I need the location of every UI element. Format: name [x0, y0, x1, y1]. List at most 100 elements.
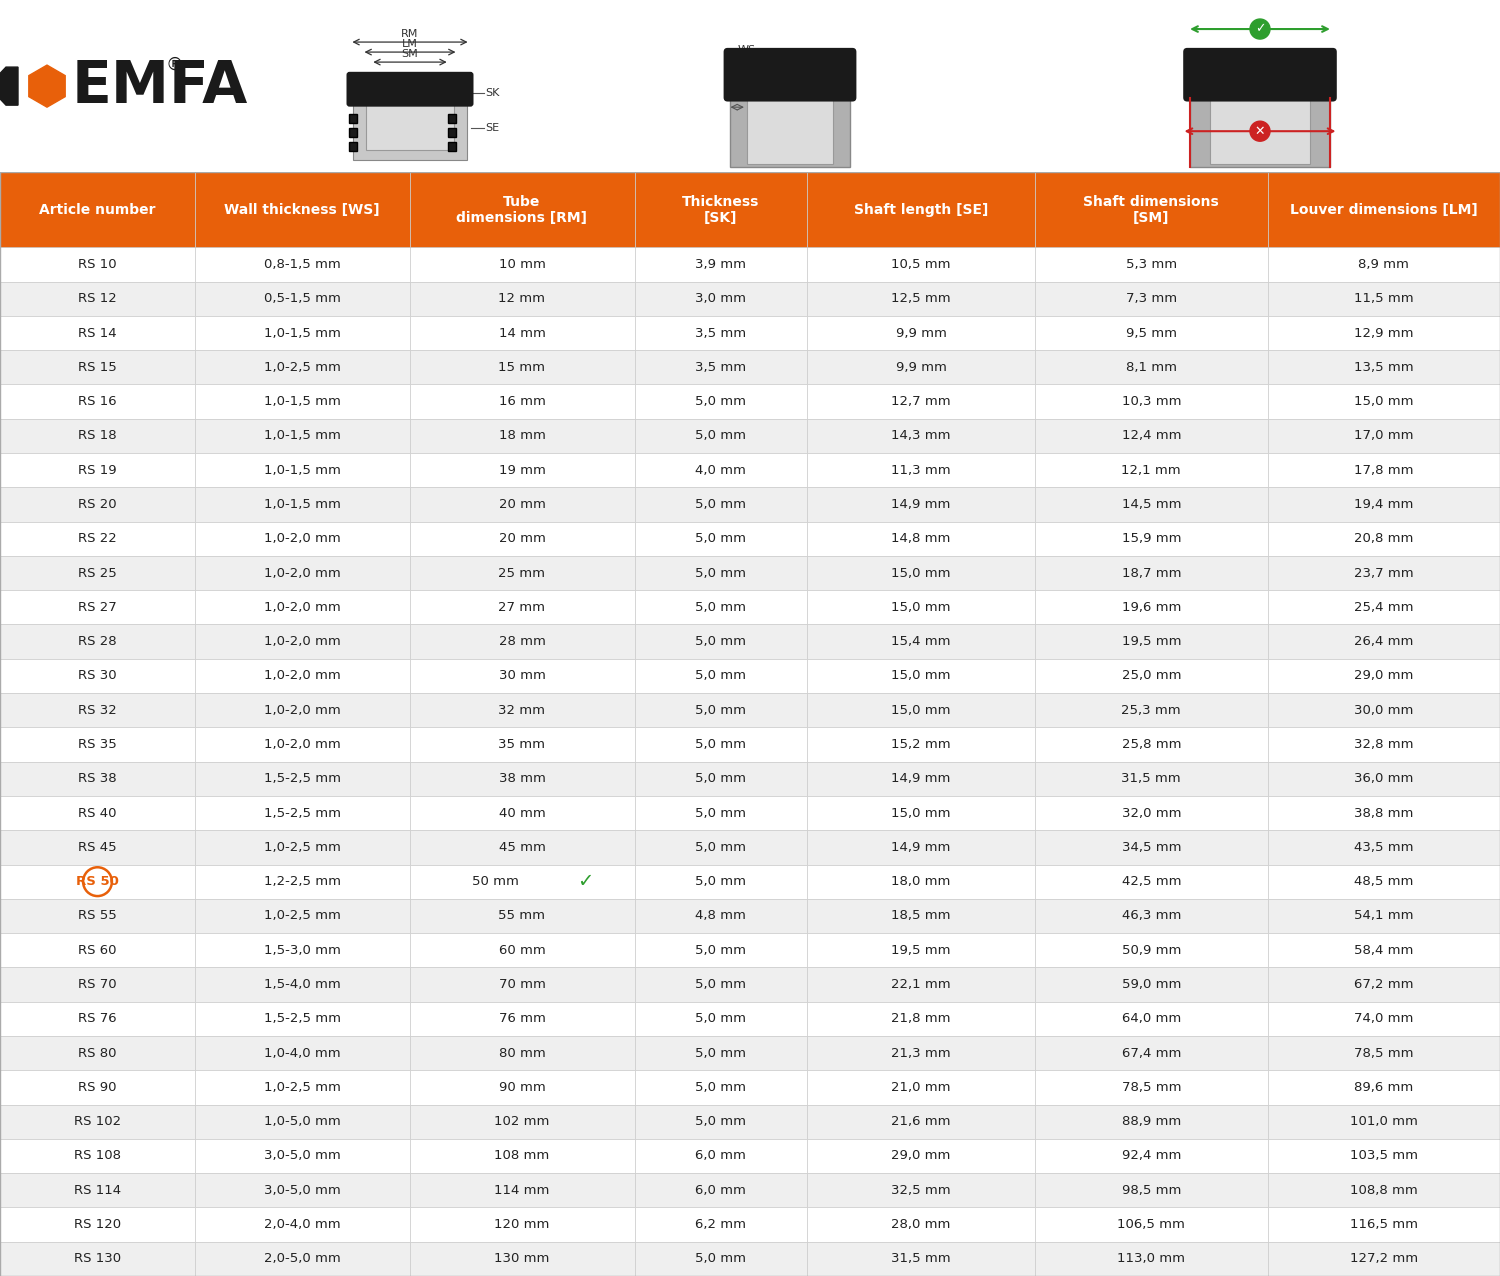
FancyBboxPatch shape — [634, 1105, 807, 1139]
Text: 32,8 mm: 32,8 mm — [1354, 738, 1413, 752]
Text: Thickness
[SK]: Thickness [SK] — [682, 195, 759, 225]
FancyBboxPatch shape — [195, 419, 410, 453]
FancyBboxPatch shape — [634, 624, 807, 658]
FancyBboxPatch shape — [195, 384, 410, 419]
FancyBboxPatch shape — [410, 967, 634, 1002]
Text: RS 10: RS 10 — [78, 258, 117, 271]
FancyBboxPatch shape — [410, 350, 634, 384]
Text: 55 mm: 55 mm — [498, 910, 546, 923]
FancyBboxPatch shape — [366, 96, 454, 151]
Text: 0,8-1,5 mm: 0,8-1,5 mm — [264, 258, 340, 271]
Text: RS 55: RS 55 — [78, 910, 117, 923]
Text: 18,7 mm: 18,7 mm — [1122, 567, 1180, 579]
FancyBboxPatch shape — [1035, 350, 1268, 384]
FancyBboxPatch shape — [1035, 658, 1268, 693]
FancyBboxPatch shape — [807, 865, 1035, 898]
Text: 12,7 mm: 12,7 mm — [891, 396, 951, 408]
Text: 50,9 mm: 50,9 mm — [1122, 944, 1180, 957]
Text: RS 35: RS 35 — [78, 738, 117, 752]
Text: 30 mm: 30 mm — [498, 670, 546, 683]
Text: 15,0 mm: 15,0 mm — [891, 567, 951, 579]
Text: Shaft length [SE]: Shaft length [SE] — [853, 203, 988, 217]
FancyBboxPatch shape — [350, 128, 357, 137]
FancyBboxPatch shape — [0, 1207, 195, 1242]
Text: 67,2 mm: 67,2 mm — [1354, 977, 1413, 991]
Text: 1,0-2,0 mm: 1,0-2,0 mm — [264, 532, 340, 545]
Text: 1,0-1,5 mm: 1,0-1,5 mm — [264, 463, 340, 477]
Text: 25,0 mm: 25,0 mm — [1122, 670, 1180, 683]
Text: 98,5 mm: 98,5 mm — [1122, 1184, 1180, 1197]
Text: RS 25: RS 25 — [78, 567, 117, 579]
Text: 106,5 mm: 106,5 mm — [1118, 1219, 1185, 1231]
Text: 5,0 mm: 5,0 mm — [694, 738, 747, 752]
Text: RS 27: RS 27 — [78, 601, 117, 614]
Text: RS 45: RS 45 — [78, 841, 117, 854]
Text: 1,0-1,5 mm: 1,0-1,5 mm — [264, 498, 340, 510]
FancyBboxPatch shape — [1035, 1105, 1268, 1139]
FancyBboxPatch shape — [410, 172, 634, 248]
FancyBboxPatch shape — [0, 1242, 195, 1276]
Text: 54,1 mm: 54,1 mm — [1354, 910, 1413, 923]
FancyBboxPatch shape — [195, 898, 410, 933]
Text: 14,9 mm: 14,9 mm — [891, 498, 951, 510]
Text: Louver dimensions [LM]: Louver dimensions [LM] — [1290, 203, 1478, 217]
Text: 92,4 mm: 92,4 mm — [1122, 1150, 1180, 1162]
Text: 38,8 mm: 38,8 mm — [1354, 806, 1413, 819]
Text: 1,5-2,5 mm: 1,5-2,5 mm — [264, 772, 340, 785]
FancyBboxPatch shape — [195, 1105, 410, 1139]
Text: 5,0 mm: 5,0 mm — [694, 806, 747, 819]
FancyBboxPatch shape — [410, 693, 634, 727]
Text: LM: LM — [402, 40, 418, 48]
FancyBboxPatch shape — [807, 831, 1035, 865]
Text: 1,5-2,5 mm: 1,5-2,5 mm — [264, 806, 340, 819]
FancyBboxPatch shape — [1035, 1242, 1268, 1276]
Text: 5,0 mm: 5,0 mm — [694, 1046, 747, 1059]
FancyBboxPatch shape — [1268, 316, 1500, 350]
Text: 36,0 mm: 36,0 mm — [1354, 772, 1413, 785]
Text: 19 mm: 19 mm — [498, 463, 546, 477]
Text: 1,0-2,0 mm: 1,0-2,0 mm — [264, 704, 340, 717]
FancyBboxPatch shape — [634, 316, 807, 350]
Text: 18 mm: 18 mm — [498, 430, 546, 443]
FancyBboxPatch shape — [1268, 591, 1500, 624]
FancyBboxPatch shape — [195, 796, 410, 831]
FancyBboxPatch shape — [0, 282, 195, 316]
Text: 12,9 mm: 12,9 mm — [1354, 327, 1413, 339]
FancyBboxPatch shape — [195, 933, 410, 967]
Text: 127,2 mm: 127,2 mm — [1350, 1252, 1418, 1266]
Text: 6,2 mm: 6,2 mm — [694, 1219, 747, 1231]
Text: 10,3 mm: 10,3 mm — [1122, 396, 1180, 408]
FancyBboxPatch shape — [634, 1207, 807, 1242]
Text: 120 mm: 120 mm — [495, 1219, 549, 1231]
FancyBboxPatch shape — [1268, 556, 1500, 591]
Circle shape — [1250, 19, 1270, 40]
FancyBboxPatch shape — [410, 898, 634, 933]
Text: 11,3 mm: 11,3 mm — [891, 463, 951, 477]
Text: 4,0 mm: 4,0 mm — [696, 463, 746, 477]
FancyBboxPatch shape — [1268, 350, 1500, 384]
FancyBboxPatch shape — [1035, 453, 1268, 487]
FancyBboxPatch shape — [0, 1139, 195, 1173]
Text: 25,4 mm: 25,4 mm — [1354, 601, 1413, 614]
Text: 10,5 mm: 10,5 mm — [891, 258, 951, 271]
Text: 3,0-5,0 mm: 3,0-5,0 mm — [264, 1150, 340, 1162]
Text: 1,0-5,0 mm: 1,0-5,0 mm — [264, 1115, 340, 1128]
FancyBboxPatch shape — [195, 762, 410, 796]
FancyBboxPatch shape — [807, 172, 1035, 248]
Text: 103,5 mm: 103,5 mm — [1350, 1150, 1418, 1162]
Text: 15 mm: 15 mm — [498, 361, 546, 374]
Text: 58,4 mm: 58,4 mm — [1354, 944, 1413, 957]
FancyBboxPatch shape — [0, 453, 195, 487]
FancyBboxPatch shape — [634, 898, 807, 933]
FancyBboxPatch shape — [1035, 487, 1268, 522]
Text: 5,0 mm: 5,0 mm — [694, 396, 747, 408]
FancyBboxPatch shape — [1268, 898, 1500, 933]
Text: 5,0 mm: 5,0 mm — [694, 635, 747, 648]
Text: 31,5 mm: 31,5 mm — [1122, 772, 1180, 785]
Text: 15,2 mm: 15,2 mm — [891, 738, 951, 752]
FancyBboxPatch shape — [410, 1071, 634, 1105]
Text: 3,0 mm: 3,0 mm — [694, 292, 747, 305]
FancyBboxPatch shape — [0, 1002, 195, 1036]
Text: 78,5 mm: 78,5 mm — [1122, 1081, 1180, 1094]
Text: 1,0-2,5 mm: 1,0-2,5 mm — [264, 1081, 340, 1094]
